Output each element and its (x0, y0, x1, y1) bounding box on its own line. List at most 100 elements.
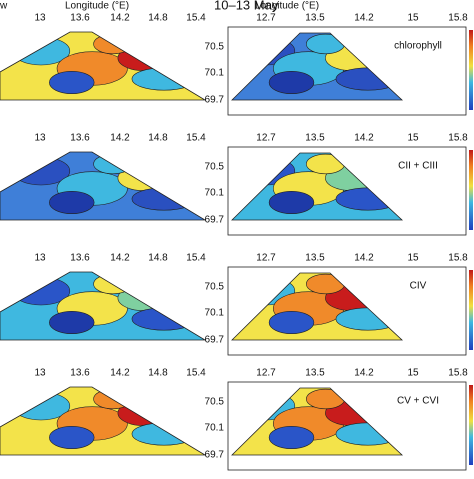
lon-tick-label: 15.4 (186, 13, 206, 24)
colorbar (469, 150, 473, 230)
lon-tick-label: 13.6 (70, 133, 90, 144)
lon-tick-label: 14.8 (148, 133, 168, 144)
map-outline (0, 386, 207, 456)
lon-tick-label: 14.2 (354, 133, 374, 144)
lon-tick-label: 15.8 (448, 368, 468, 379)
lon-tick-label: 15.4 (186, 253, 206, 264)
lon-tick-label: 14.2 (110, 253, 130, 264)
lon-tick-label: 15 (407, 133, 419, 144)
panel-label: CIV (410, 281, 427, 292)
lon-tick-label: 14.8 (148, 13, 168, 24)
lon-tick-label: 13.5 (305, 13, 325, 24)
lon-tick-label: 15 (407, 368, 419, 379)
lon-tick-label: 13.5 (305, 253, 325, 264)
contour-patch (117, 400, 170, 426)
map-outline (0, 31, 207, 101)
contour-patch (93, 33, 133, 55)
contour-patch (93, 273, 133, 295)
panel-frame (227, 146, 467, 236)
lon-tick-label: 15.8 (448, 133, 468, 144)
contour-patch (268, 71, 315, 95)
lon-tick-label: 12.7 (256, 13, 276, 24)
lon-tick-label: 13.6 (70, 253, 90, 264)
contour-patch (131, 67, 197, 91)
lat-tick-label: 70.5 (205, 282, 225, 293)
lon-tick-label: 13 (34, 368, 46, 379)
lon-tick-label: 15.8 (448, 253, 468, 264)
lon-tick-label: 12.7 (256, 133, 276, 144)
contour-patch (93, 388, 133, 410)
lat-tick-label: 69.7 (205, 450, 225, 461)
lon-tick-label: 13.5 (305, 133, 325, 144)
lat-tick-label: 70.5 (205, 397, 225, 408)
lat-tick-label: 69.7 (205, 95, 225, 106)
axis-label: Longitude (°E) (65, 1, 129, 12)
axis-label: Longitude (°E) (255, 1, 319, 12)
colorbar (469, 385, 473, 465)
map-outline (0, 271, 207, 341)
contour-patch (268, 310, 315, 334)
contour-patch (335, 67, 401, 91)
contour-patch (49, 71, 95, 95)
contour-patch (131, 187, 197, 211)
colorbar (469, 270, 473, 350)
contours (11, 388, 197, 449)
lon-tick-label: 14.2 (110, 13, 130, 24)
contour-patch (131, 307, 197, 331)
lat-tick-label: 69.7 (205, 215, 225, 226)
lon-tick-label: 13.6 (70, 368, 90, 379)
colorbar (469, 30, 473, 110)
map-outline (231, 272, 404, 341)
partial-label: w (0, 1, 8, 12)
lon-tick-label: 15 (407, 13, 419, 24)
lon-tick-label: 13.6 (70, 13, 90, 24)
lon-tick-label: 14.2 (110, 133, 130, 144)
contour-patch (335, 187, 401, 211)
contour-patch (49, 310, 95, 334)
lat-tick-label: 70.1 (205, 308, 225, 319)
panel-label: chlorophyll (394, 41, 442, 52)
lat-tick-label: 70.5 (205, 162, 225, 173)
map-outline (231, 387, 404, 456)
panel-frame (227, 26, 467, 116)
map-outline (231, 32, 404, 101)
lon-tick-label: 12.7 (256, 253, 276, 264)
lon-tick-label: 15.8 (448, 13, 468, 24)
lat-tick-label: 70.1 (205, 423, 225, 434)
contour-patch (117, 285, 170, 311)
lon-tick-label: 13.5 (305, 368, 325, 379)
lon-tick-label: 14.2 (110, 368, 130, 379)
contour-patch (335, 307, 401, 331)
lat-tick-label: 70.5 (205, 42, 225, 53)
lon-tick-label: 14.8 (148, 368, 168, 379)
figure-title: 10–13 May (214, 0, 279, 12)
lon-tick-label: 15 (407, 253, 419, 264)
contour-patch (268, 191, 315, 215)
lat-tick-label: 70.1 (205, 68, 225, 79)
lon-tick-label: 14.2 (354, 13, 374, 24)
map-outline (0, 151, 207, 221)
contour-patch (305, 153, 345, 175)
contour-patch (268, 425, 315, 449)
panel-label: CV + CVI (397, 396, 439, 407)
contour-patch (117, 165, 170, 191)
lon-tick-label: 15.4 (186, 133, 206, 144)
lon-tick-label: 14.2 (354, 253, 374, 264)
lon-tick-label: 12.7 (256, 368, 276, 379)
panel-label: CII + CIII (398, 161, 438, 172)
lon-tick-label: 15.4 (186, 368, 206, 379)
contour-patch (305, 33, 345, 55)
contour-patch (305, 388, 345, 410)
contour-patch (305, 273, 345, 295)
lat-tick-label: 69.7 (205, 335, 225, 346)
map-outline (231, 152, 404, 221)
lon-tick-label: 14.2 (354, 368, 374, 379)
lon-tick-label: 13 (34, 253, 46, 264)
lon-tick-label: 13 (34, 13, 46, 24)
contour-patch (335, 422, 401, 446)
contour-patch (131, 422, 197, 446)
contour-patch (93, 153, 133, 175)
lat-tick-label: 70.1 (205, 188, 225, 199)
